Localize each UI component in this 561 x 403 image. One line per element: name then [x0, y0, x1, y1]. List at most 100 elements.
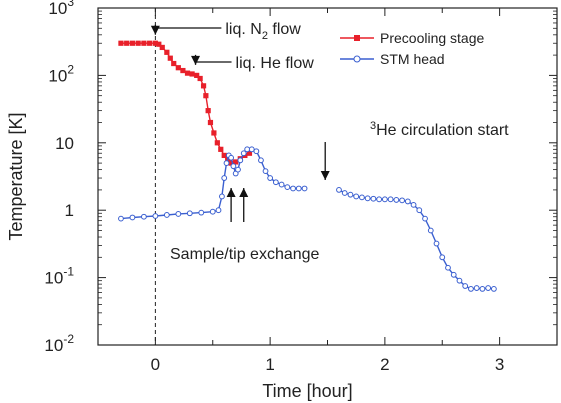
data-point-stm-head: [445, 264, 451, 271]
data-point-precooling: [129, 40, 136, 46]
y-tick-base: 10: [55, 134, 74, 153]
data-point-stm-head: [230, 163, 237, 170]
data-point-stm-head: [347, 191, 354, 198]
data-point-stm-head: [248, 146, 255, 153]
data-point-stm-head: [370, 195, 377, 202]
data-point-precooling: [147, 40, 153, 46]
data-point-stm-head: [301, 185, 308, 192]
data-point-precooling: [221, 152, 227, 159]
data-point-stm-head: [284, 184, 291, 191]
data-point-stm-head: [141, 213, 147, 220]
data-point-stm-head: [336, 187, 342, 193]
data-point-stm-head: [399, 197, 405, 204]
data-point-stm-head: [404, 198, 411, 205]
data-point-stm-head: [278, 181, 285, 188]
data-point-stm-head: [422, 215, 428, 222]
data-point-precooling: [246, 150, 253, 156]
data-point-precooling: [118, 40, 124, 46]
data-point-precooling: [197, 75, 203, 82]
data-point-stm-head: [258, 157, 264, 164]
data-point-precooling: [218, 146, 224, 152]
annotation-text: He circulation start: [376, 122, 509, 139]
y-tick-base: 10: [44, 269, 63, 288]
data-point-stm-head: [353, 193, 360, 200]
data-point-stm-head: [439, 254, 446, 261]
data-point-stm-head: [228, 154, 235, 161]
y-tick-exponent: 2: [67, 62, 74, 76]
data-point-stm-head: [427, 227, 434, 234]
y-tick-label: 103: [48, 0, 74, 18]
annotation-exchange: Sample/tip exchange: [170, 246, 320, 263]
y-axis-title: Temperature [K]: [6, 112, 26, 240]
data-point-stm-head: [175, 211, 182, 217]
annotation-superscript: 3: [370, 120, 376, 132]
data-point-precooling: [214, 140, 220, 146]
data-point-stm-head: [410, 201, 417, 208]
annotation-n2: liq. N2 flow: [225, 21, 301, 42]
data-point-stm-head: [341, 190, 348, 196]
y-tick-base: 10: [44, 336, 63, 355]
annotation-he: liq. He flow: [236, 55, 315, 72]
annotation-tail: flow: [268, 21, 301, 38]
data-point-stm-head: [215, 207, 222, 214]
annotation-he3: 3He circulation start: [370, 120, 509, 139]
legend-label: Precooling stage: [380, 30, 485, 46]
x-tick-label: 3: [495, 355, 504, 374]
annotation-subscript: 2: [262, 30, 268, 42]
data-point-precooling: [171, 60, 177, 67]
arrow-exchange-2-head: [239, 188, 249, 197]
data-point-stm-head: [152, 213, 159, 219]
data-point-stm-head: [186, 210, 193, 217]
data-point-stm-head: [240, 150, 247, 157]
data-point-stm-head: [468, 285, 474, 292]
data-point-stm-head: [262, 168, 269, 175]
annotation-text: Sample/tip exchange: [170, 246, 320, 263]
data-point-stm-head: [456, 277, 463, 284]
data-point-stm-head: [221, 175, 228, 181]
data-point-precooling: [233, 159, 239, 165]
data-point-stm-head: [129, 214, 136, 221]
data-point-precooling: [141, 40, 147, 46]
y-tick-exponent: -2: [63, 332, 74, 346]
data-point-stm-head: [267, 175, 274, 181]
data-point-precooling: [159, 44, 165, 51]
data-point-precooling: [124, 40, 130, 46]
x-axis-title: Time [hour]: [262, 381, 352, 401]
annotation-text: liq. N: [225, 21, 261, 38]
data-point-stm-head: [479, 285, 486, 292]
y-tick-base: 10: [48, 0, 67, 18]
data-point-stm-head: [237, 157, 244, 164]
annotation-text: liq. He flow: [236, 55, 315, 72]
data-point-stm-head: [198, 209, 205, 216]
y-tick-label: 102: [48, 62, 74, 85]
data-point-precooling: [207, 119, 214, 126]
data-point-stm-head: [235, 166, 241, 173]
data-point-precooling: [211, 130, 217, 136]
data-point-stm-head: [118, 215, 124, 222]
x-tick-label: 0: [151, 355, 160, 374]
y-tick-exponent: 3: [67, 0, 74, 9]
data-point-precooling: [189, 71, 195, 77]
data-point-stm-head: [376, 196, 383, 203]
data-point-precooling: [203, 93, 209, 99]
data-point-stm-head: [450, 271, 457, 278]
y-tick-label: 10-2: [44, 332, 74, 355]
data-point-stm-head: [490, 285, 497, 292]
arrow-exchange-1-head: [226, 188, 236, 197]
y-tick-label: 10: [55, 134, 74, 153]
data-point-precooling: [180, 67, 186, 74]
data-point-stm-head: [416, 207, 423, 214]
data-point-precooling: [135, 40, 141, 46]
x-tick-label: 2: [380, 355, 389, 374]
y-tick-base: 10: [48, 66, 67, 85]
arrow-he3-head: [320, 171, 330, 180]
plot-layer: liq. N2 flow liq. He flow 3He circulation …: [118, 8, 509, 345]
arrow-n2-head: [150, 25, 160, 35]
data-point-precooling: [175, 65, 181, 71]
data-point-precooling: [200, 83, 207, 89]
data-point-stm-head: [485, 285, 492, 291]
data-point-precooling: [184, 70, 191, 76]
data-point-stm-head: [244, 146, 251, 153]
y-tick-label: 10-1: [44, 265, 74, 288]
